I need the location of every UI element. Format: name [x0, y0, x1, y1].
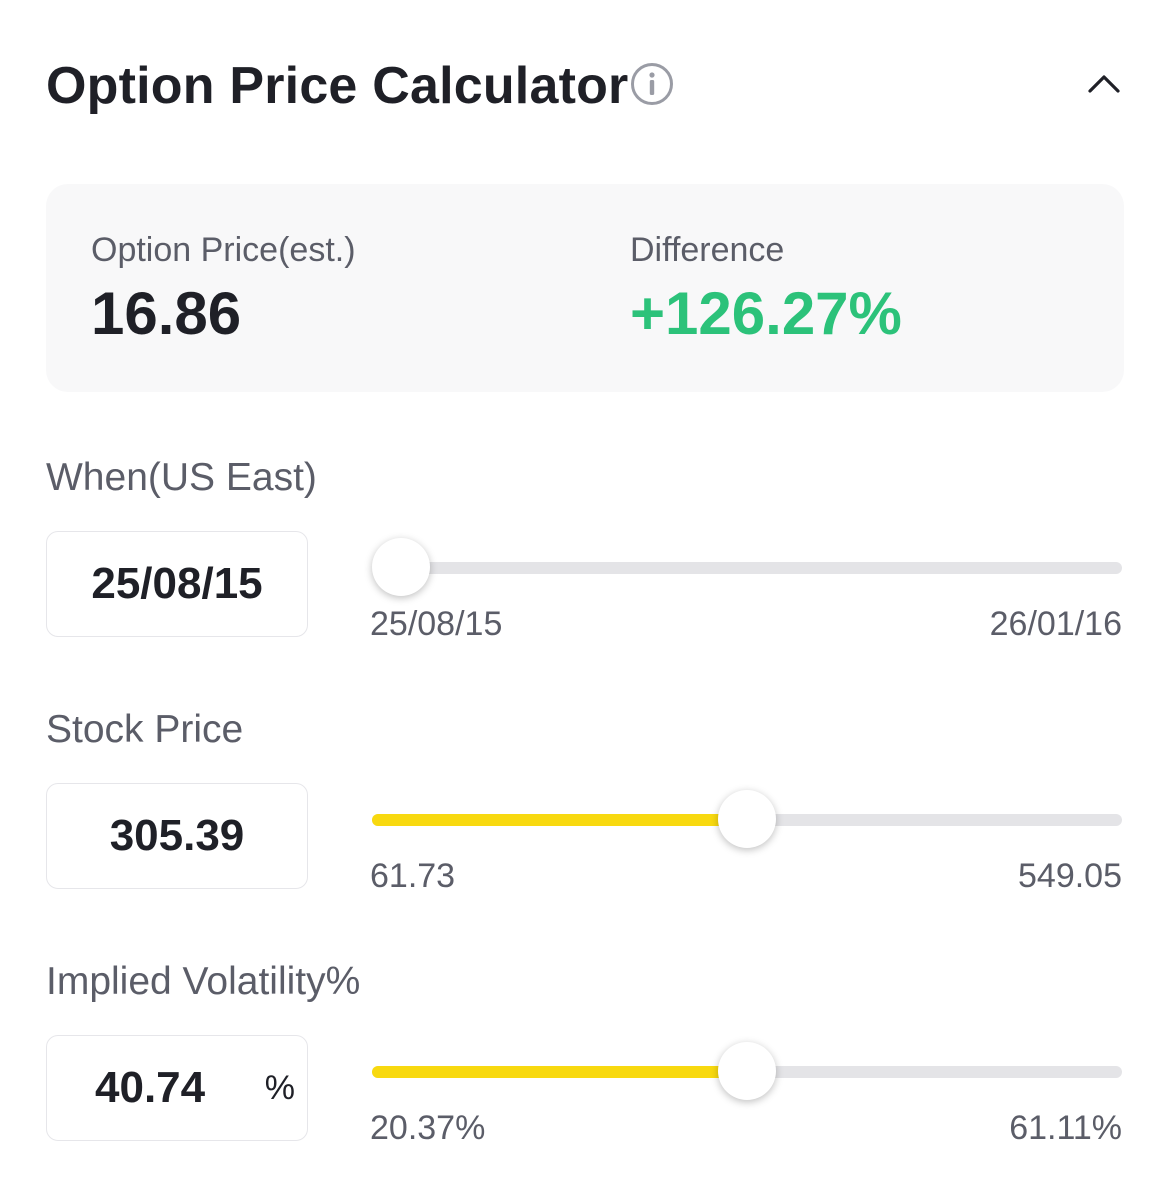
implied-volatility-slider-thumb[interactable]	[718, 1042, 776, 1100]
implied-volatility-input-value: 40.74	[95, 1063, 206, 1112]
implied-volatility-range-max: 61.11%	[1009, 1109, 1122, 1147]
page-title: Option Price Calculator	[46, 57, 629, 115]
stock-price-range-min: 61.73	[370, 857, 456, 895]
stock-price-slider[interactable]	[372, 790, 1122, 850]
stock-price-input-value: 305.39	[109, 811, 245, 860]
date-slider[interactable]	[372, 538, 1122, 598]
option-price-label: Option Price(est.)	[91, 231, 356, 269]
implied-volatility-label: Implied Volatility%	[46, 960, 361, 1003]
option-price-value: 16.86	[91, 280, 242, 347]
percent-unit: %	[264, 1068, 295, 1107]
stock-price-slider-fill	[372, 814, 747, 826]
difference-block: Difference +126.27%	[630, 230, 902, 348]
implied-volatility-input[interactable]: 40.74 %	[46, 1035, 308, 1141]
option-price-block: Option Price(est.) 16.86	[91, 230, 356, 348]
date-input[interactable]: 25/08/15	[46, 531, 308, 637]
stock-price-input[interactable]: 305.39	[46, 783, 308, 889]
stock-price-slider-thumb[interactable]	[718, 790, 776, 848]
implied-volatility-slider[interactable]	[372, 1042, 1122, 1102]
stock-price-label: Stock Price	[46, 708, 244, 751]
when-label: When(US East)	[46, 456, 317, 499]
chevron-up-icon[interactable]	[1084, 64, 1124, 104]
difference-label: Difference	[630, 231, 785, 269]
date-range-max: 26/01/16	[989, 605, 1122, 643]
date-range-min: 25/08/15	[370, 605, 503, 643]
date-input-value: 25/08/15	[91, 559, 263, 608]
date-slider-track	[372, 562, 1122, 574]
date-slider-thumb[interactable]	[372, 538, 430, 596]
stock-price-range-max: 549.05	[1018, 857, 1122, 895]
calculator-header: Option Price Calculator	[46, 52, 1124, 122]
implied-volatility-slider-fill	[372, 1066, 747, 1078]
difference-value: +126.27%	[630, 280, 902, 347]
implied-volatility-range-min: 20.37%	[370, 1109, 486, 1147]
info-icon[interactable]	[630, 62, 674, 106]
result-summary-card: Option Price(est.) 16.86 Difference +126…	[46, 184, 1124, 392]
